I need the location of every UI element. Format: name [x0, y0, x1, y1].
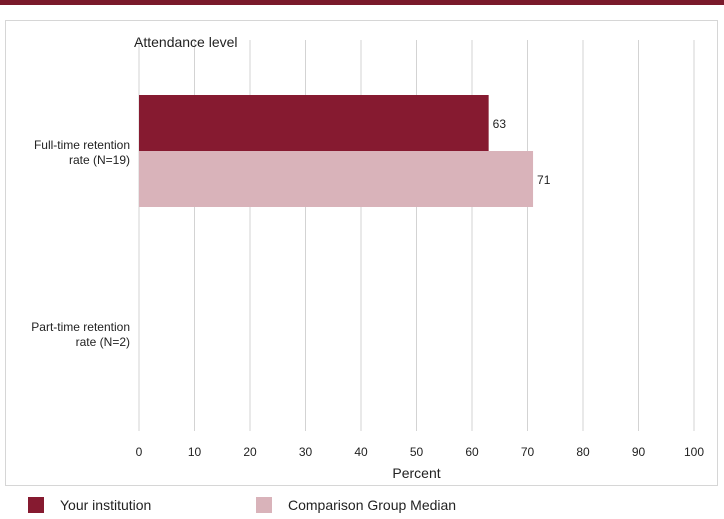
bar-value-label: 71: [537, 173, 551, 187]
x-tick-label: 30: [299, 445, 313, 459]
x-tick-label: 60: [465, 445, 479, 459]
x-tick-label: 40: [354, 445, 368, 459]
x-tick-label: 20: [243, 445, 257, 459]
x-tick-label: 50: [410, 445, 424, 459]
category-label: Full-time retention rate (N=19): [34, 138, 130, 167]
bar: [139, 151, 534, 207]
bar-value-label: 63: [493, 117, 507, 131]
category-label: Part-time retention rate (N=2): [31, 320, 130, 349]
x-tick-label: 10: [188, 445, 202, 459]
bar: [139, 95, 489, 151]
x-tick-label: 100: [684, 445, 704, 459]
x-tick-label: 90: [632, 445, 646, 459]
x-tick-label: 70: [521, 445, 535, 459]
chart-text: 0 10 20 30 40 50 60 70 80 90 100 Attendance level Pe…: [31, 34, 704, 481]
x-tick-label: 0: [136, 445, 143, 459]
legend-item-your-institution: Your institution: [28, 496, 151, 514]
top-accent-rule: [0, 0, 724, 5]
bars: [139, 95, 534, 207]
x-axis-label: Percent: [392, 465, 440, 481]
legend-swatch-your-institution: [28, 497, 44, 513]
legend-swatch-comparison-group-median: [256, 497, 272, 513]
legend-label: Your institution: [60, 497, 152, 513]
chart-title: Attendance level: [134, 34, 238, 50]
legend-item-comparison-group-median: Comparison Group Median: [256, 496, 456, 514]
x-tick-label: 80: [576, 445, 590, 459]
legend: Your institution Comparison Group Median: [0, 491, 724, 519]
legend-label: Comparison Group Median: [288, 497, 457, 513]
